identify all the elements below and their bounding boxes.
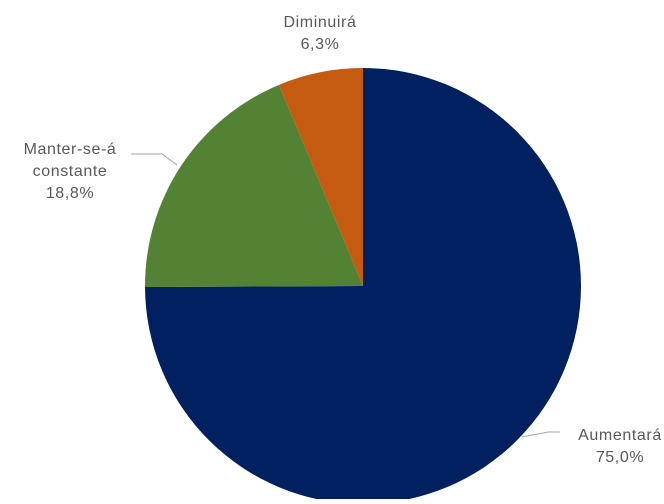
leader-line-aumentara <box>521 431 560 438</box>
pie-slice-diminuira <box>279 68 363 286</box>
pie-slice-manter-se-a-constante <box>144 84 363 288</box>
data-labels: Aumentará 75,0% Manter-se-á constante 18,8% D… <box>24 14 662 466</box>
data-label-line: 6,3% <box>301 36 340 53</box>
data-label-line: constante <box>33 163 108 180</box>
data-label-line: 18,8% <box>46 185 94 202</box>
data-label-line: 75,0% <box>596 449 644 466</box>
leader-line-manter-se-a-constante <box>131 153 178 166</box>
data-label-line: Diminuirá <box>284 14 357 31</box>
data-label-line: Aumentará <box>578 427 662 444</box>
leader-lines <box>131 153 560 438</box>
pie-slices <box>144 68 581 504</box>
data-label-aumentara: Aumentará 75,0% <box>578 427 662 466</box>
data-label-diminuira: Diminuirá 6,3% <box>284 14 357 53</box>
data-label-manter-se-a-constante: Manter-se-á constante 18,8% <box>24 141 117 202</box>
pie-slice-aumentara <box>145 68 581 504</box>
data-label-line: Manter-se-á <box>24 141 117 158</box>
